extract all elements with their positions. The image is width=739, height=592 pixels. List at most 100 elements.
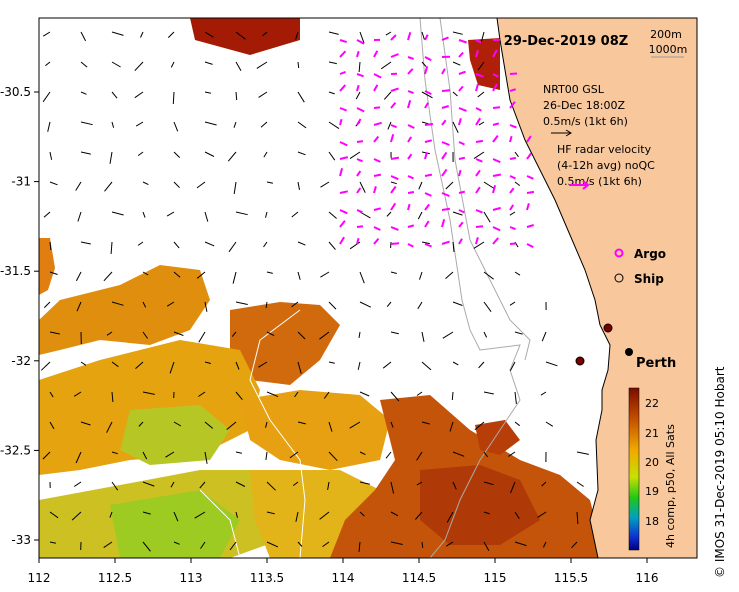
hf-vector-arrow: [339, 236, 345, 245]
gsl-vector-arrow: [542, 541, 547, 548]
gsl-vector-arrow: [291, 211, 299, 218]
gsl-vector-arrow: [576, 451, 589, 455]
gsl-vector-arrow: [418, 181, 423, 190]
gsl-vector-arrow: [173, 121, 179, 132]
gsl-vector-arrow: [235, 481, 246, 487]
gsl-vector-arrow: [328, 151, 336, 161]
gsl-vector-arrow: [449, 421, 454, 432]
gsl-vector-arrow: [204, 91, 211, 94]
gsl-vector-arrow: [359, 271, 365, 284]
hf-vector-arrow: [373, 50, 379, 58]
gsl-vector-arrow: [349, 241, 361, 250]
gsl-vector-arrow: [291, 301, 299, 308]
gsl-vector-arrow: [167, 31, 175, 38]
gsl-vector-arrow: [199, 481, 206, 489]
gsl-vector-arrow: [483, 211, 491, 223]
y-tick-label: -32: [11, 354, 31, 368]
gsl-vector-arrow: [541, 331, 547, 342]
gsl-vector-arrow: [231, 331, 237, 337]
gsl-vector-arrow: [142, 481, 155, 487]
gsl-vector-arrow: [385, 31, 392, 36]
gsl-vector-arrow: [320, 181, 330, 188]
gsl-vector-arrow: [111, 391, 114, 403]
hf-vector-arrow: [424, 192, 432, 197]
gsl-vector-arrow: [134, 91, 144, 99]
hf-vector-arrow: [390, 53, 399, 58]
hf-vector-arrow: [390, 124, 397, 129]
gsl-vector-arrow: [545, 361, 558, 367]
gsl-vector-arrow: [194, 511, 206, 519]
ship-marker: [575, 356, 585, 366]
gsl-vector-arrow: [383, 91, 392, 100]
gsl-vector-arrow: [45, 61, 51, 67]
gsl-vector-arrow: [295, 511, 299, 522]
gsl-vector-arrow: [80, 241, 91, 245]
hf-vector-arrow: [356, 158, 363, 163]
gsl-vector-arrow: [478, 121, 485, 126]
gsl-vector-arrow: [173, 331, 184, 336]
gsl-vector-arrow: [111, 301, 124, 306]
gsl-vector-arrow: [328, 361, 335, 364]
hf-vector-arrow: [373, 158, 381, 163]
hf-vector-arrow: [390, 175, 399, 181]
hf-vector-arrow: [373, 207, 382, 211]
gsl-vector-arrow: [166, 301, 175, 307]
gsl-vector-arrow: [204, 451, 208, 464]
gsl-vector-arrow: [514, 331, 523, 335]
gsl-vector-arrow: [452, 241, 455, 252]
gsl-vector-arrow: [452, 121, 459, 134]
gsl-vector-arrow: [297, 241, 306, 246]
gsl-vector-arrow: [297, 541, 303, 547]
gsl-vector-arrow: [228, 241, 237, 253]
gsl-vector-arrow: [452, 361, 459, 366]
gsl-vector-arrow: [77, 211, 82, 222]
hf-vector-arrow: [441, 192, 450, 198]
isobath-lines: [419, 18, 531, 558]
hf-vector-arrow: [526, 152, 532, 160]
gsl-vector-arrow: [74, 481, 82, 487]
gsl-vector-arrow: [355, 91, 361, 100]
hf-vector-arrow: [458, 221, 464, 228]
hf-vector-arrow: [339, 107, 347, 112]
hf-vector-arrow: [458, 70, 466, 75]
gsl-vector-arrow: [320, 271, 330, 278]
gsl-vector-arrow: [382, 361, 392, 369]
argo-legend-icon: [614, 248, 624, 258]
gsl-vector-arrow: [576, 511, 579, 525]
gsl-vector-arrow: [142, 451, 148, 460]
hf-vector-arrow: [458, 169, 462, 177]
gsl-vector-arrow: [540, 391, 547, 396]
gsl-vector-arrow: [49, 241, 52, 251]
hf-vector-arrow: [373, 186, 377, 194]
gsl-vector-arrow: [514, 271, 521, 276]
gsl-vector-arrow: [235, 61, 242, 71]
hf-vector-arrow: [390, 202, 397, 211]
gsl-vector-arrow: [204, 151, 215, 157]
gsl-vector-arrow: [173, 151, 181, 158]
gsl-vector-arrow: [232, 271, 237, 284]
hf-vector-arrow: [407, 191, 415, 194]
gsl-vector-arrow: [204, 31, 214, 38]
hf-vector-arrow: [475, 225, 484, 228]
land: [496, 18, 697, 558]
gsl-vector-arrow: [109, 151, 113, 164]
gsl-vector-arrow: [200, 541, 206, 549]
gsl-vector-arrow: [80, 151, 91, 155]
hf-vector-arrow: [492, 206, 501, 211]
hf-vector-arrow: [441, 207, 451, 211]
hf-vector-arrow: [424, 102, 429, 109]
gsl-vector-arrow: [235, 391, 243, 401]
hf-vector-arrow: [492, 106, 501, 109]
hf-vector-arrow: [475, 107, 482, 112]
gsl-vector-arrow: [142, 331, 149, 339]
hf-vector-arrow: [356, 170, 362, 177]
gsl-vector-arrow: [173, 541, 180, 545]
gsl-vector-arrow: [349, 421, 361, 429]
gsl-vector-arrow: [328, 31, 339, 35]
gsl-vector-arrow: [452, 451, 465, 457]
gsl-vector-arrow: [421, 361, 432, 371]
gsl-vector-arrow: [256, 61, 268, 69]
gsl-vector-arrow: [198, 391, 206, 397]
hf-vector-arrow: [526, 190, 535, 194]
